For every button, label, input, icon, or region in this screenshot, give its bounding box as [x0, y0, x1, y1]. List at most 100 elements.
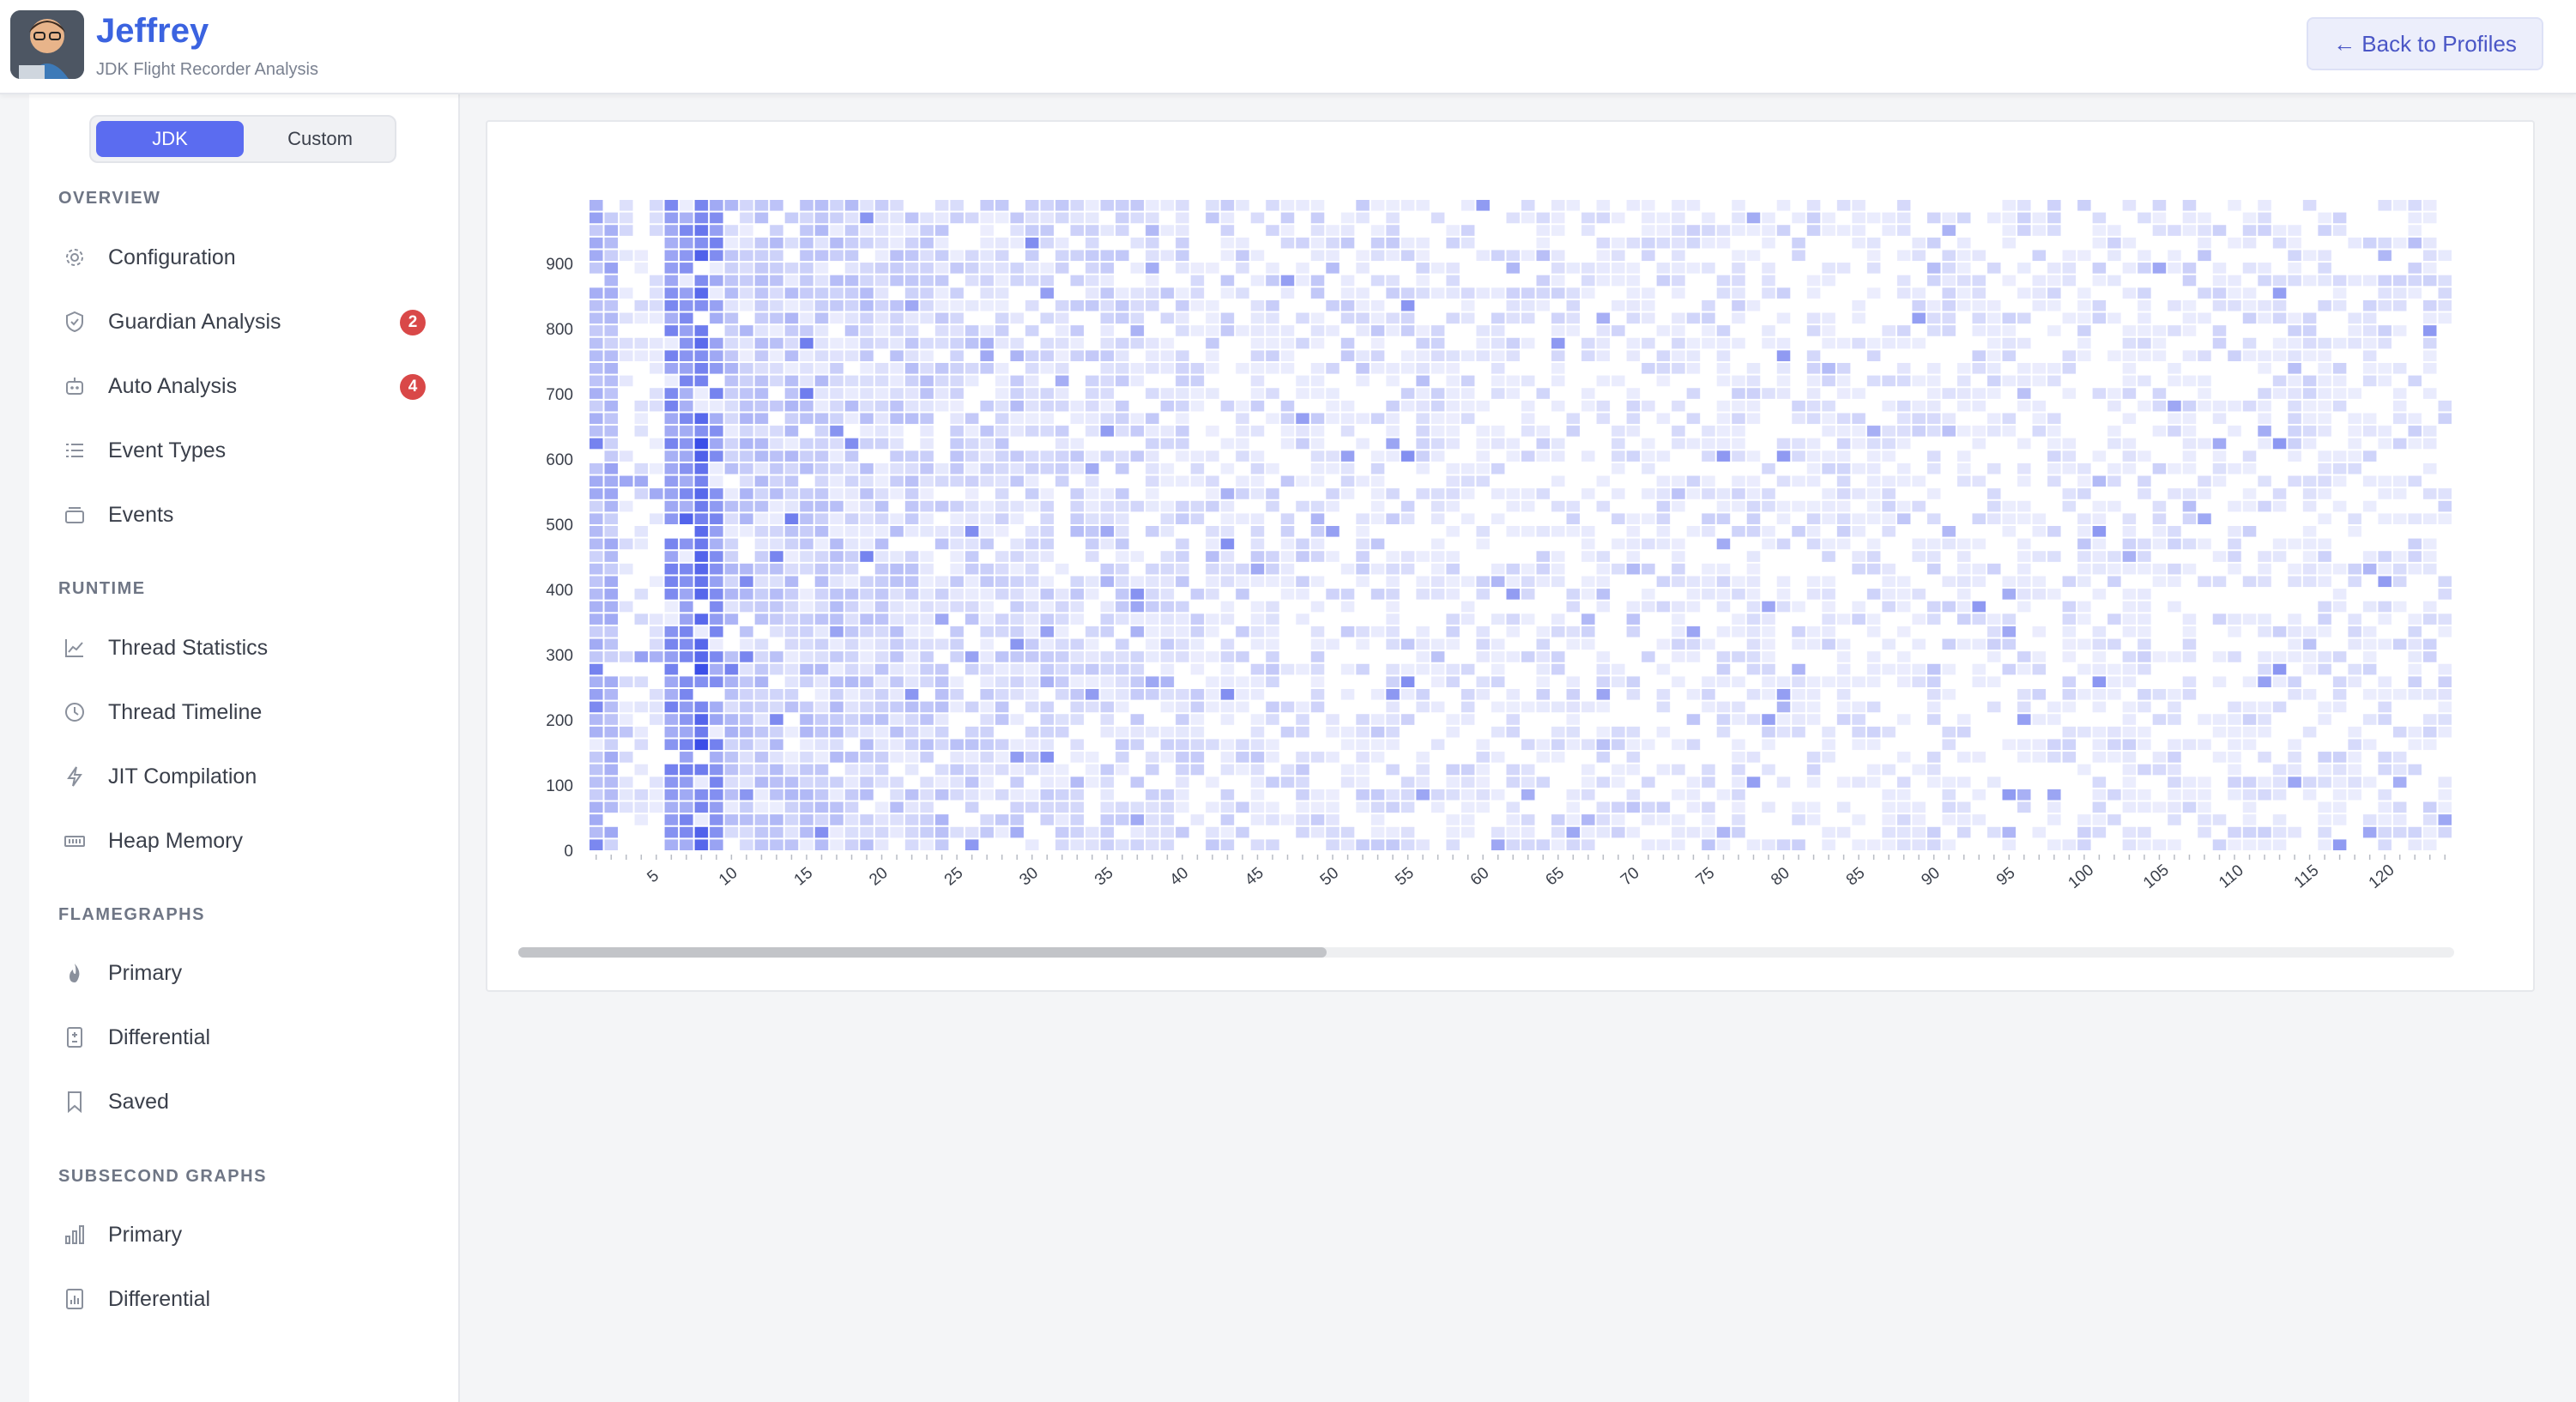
heatmap-cell	[2362, 651, 2377, 662]
heatmap-cell	[680, 450, 693, 462]
heatmap-cell	[1642, 250, 1655, 262]
sidebar-item-label: Primary	[108, 1222, 183, 1247]
heatmap-cell	[934, 526, 949, 537]
heatmap-cell	[1596, 814, 1611, 825]
heatmap-cell	[1672, 826, 1685, 838]
heatmap-cell	[1070, 500, 1085, 512]
heatmap-cell	[1340, 625, 1355, 638]
heatmap-cell	[1716, 663, 1731, 675]
heatmap-cell	[1581, 701, 1595, 713]
toggle-jdk-button[interactable]: JDK	[96, 121, 244, 157]
heatmap-cell	[710, 589, 723, 600]
heatmap-cell	[2302, 576, 2317, 588]
heatmap-cell	[1476, 589, 1490, 600]
sidebar-item-subsecond-differential[interactable]: Differential	[29, 1273, 458, 1325]
heatmap-cell	[1446, 426, 1460, 437]
sidebar-item-thread-statistics[interactable]: Thread Statistics	[29, 622, 458, 674]
heatmap-cell	[920, 676, 934, 687]
heatmap-cell	[1356, 801, 1370, 813]
heatmap-cell	[1716, 500, 1731, 512]
heatmap-cell	[1416, 689, 1430, 700]
heatmap-cell	[2107, 438, 2121, 450]
heatmap-cell	[1716, 413, 1731, 425]
heatmap-cell	[1806, 676, 1821, 687]
heatmap-cell	[784, 375, 799, 387]
horizontal-scrollbar[interactable]	[518, 947, 2454, 958]
heatmap-cell	[874, 839, 889, 850]
heatmap-cell	[830, 601, 844, 613]
heatmap-cell	[1266, 651, 1279, 662]
sidebar-item-jit-compilation[interactable]: JIT Compilation	[29, 751, 458, 802]
heatmap-cell	[680, 438, 693, 450]
sidebar-item-flamegraph-saved[interactable]: Saved	[29, 1076, 458, 1127]
heatmap-cell	[2152, 538, 2167, 550]
heatmap-cell	[1386, 563, 1400, 575]
sidebar-item-guardian-analysis[interactable]: Guardian Analysis 2	[29, 296, 458, 347]
heatmap-cell	[1190, 400, 1205, 412]
heatmap-cell	[2138, 450, 2151, 462]
sidebar-item-auto-analysis[interactable]: Auto Analysis 4	[29, 360, 458, 412]
heatmap-cell	[874, 625, 889, 638]
heatmap-cell	[1686, 200, 1701, 211]
heatmap-cell	[1581, 388, 1595, 399]
heatmap-cell	[844, 839, 859, 850]
heatmap-cell	[680, 777, 693, 788]
heatmap-cell	[920, 551, 934, 562]
heatmap-cell	[2422, 563, 2437, 575]
sidebar-item-label: Primary	[108, 960, 183, 985]
heatmap-cell	[844, 526, 859, 537]
scrollbar-thumb[interactable]	[518, 947, 1327, 958]
heatmap-cell	[590, 500, 603, 512]
sidebar-item-label: Configuration	[108, 245, 236, 269]
heatmap-cell	[1882, 726, 1896, 738]
heatmap-cell	[1656, 363, 1671, 374]
sidebar-item-flamegraph-primary[interactable]: Primary	[29, 947, 458, 999]
heatmap-cell	[1040, 225, 1054, 236]
heatmap-cell	[1612, 426, 1625, 437]
heatmap-cell	[2302, 638, 2317, 650]
heatmap-cell	[874, 426, 889, 437]
heatmap-cell	[920, 589, 934, 600]
heatmap-cell	[1521, 576, 1535, 588]
heatmap-cell	[1190, 500, 1205, 512]
heatmap-cell	[650, 212, 663, 224]
heatmap-cell	[784, 689, 799, 700]
sidebar-item-subsecond-primary[interactable]: Primary	[29, 1209, 458, 1260]
heatmap-cell	[1942, 413, 1956, 425]
heatmap-cell	[1746, 589, 1761, 600]
heatmap-cell	[754, 212, 769, 224]
heatmap-cell	[1746, 651, 1761, 662]
heatmap-cell	[2198, 576, 2211, 588]
toggle-custom-button[interactable]: Custom	[287, 128, 353, 149]
heatmap-cell	[1220, 826, 1235, 838]
heatmap-cell	[784, 752, 799, 763]
heatmap-cell	[1130, 601, 1145, 613]
sidebar-item-events[interactable]: Events	[29, 489, 458, 541]
heatmap-cell	[1025, 375, 1039, 387]
heatmap-cell	[1356, 663, 1370, 675]
heatmap-cell	[1896, 363, 1911, 374]
sidebar-item-event-types[interactable]: Event Types	[29, 425, 458, 476]
heatmap-cell	[890, 651, 904, 662]
heatmap-cell	[1310, 287, 1325, 299]
sidebar-item-configuration[interactable]: Configuration	[29, 232, 458, 283]
heatmap-cell	[874, 513, 889, 524]
back-to-profiles-button[interactable]: ← Back to Profiles	[2307, 17, 2543, 70]
heatmap-cell	[1250, 350, 1265, 361]
heatmap-cell	[1085, 839, 1099, 850]
heatmap-cell	[1836, 676, 1851, 687]
sidebar-item-thread-timeline[interactable]: Thread Timeline	[29, 686, 458, 738]
sidebar-item-flamegraph-differential[interactable]: Differential	[29, 1012, 458, 1063]
heatmap-cell	[860, 363, 874, 374]
heatmap-cell	[1776, 714, 1791, 725]
heatmap-cell	[1386, 714, 1400, 725]
heatmap-cell	[1776, 538, 1791, 550]
heatmap-cell	[2422, 426, 2437, 437]
heatmap-cell	[1581, 337, 1595, 349]
heatmap-cell	[2362, 714, 2377, 725]
sidebar-item-heap-memory[interactable]: Heap Memory	[29, 815, 458, 867]
heatmap-cell	[1400, 638, 1415, 650]
heatmap-cell	[1656, 689, 1671, 700]
heatmap-cell	[1266, 777, 1279, 788]
